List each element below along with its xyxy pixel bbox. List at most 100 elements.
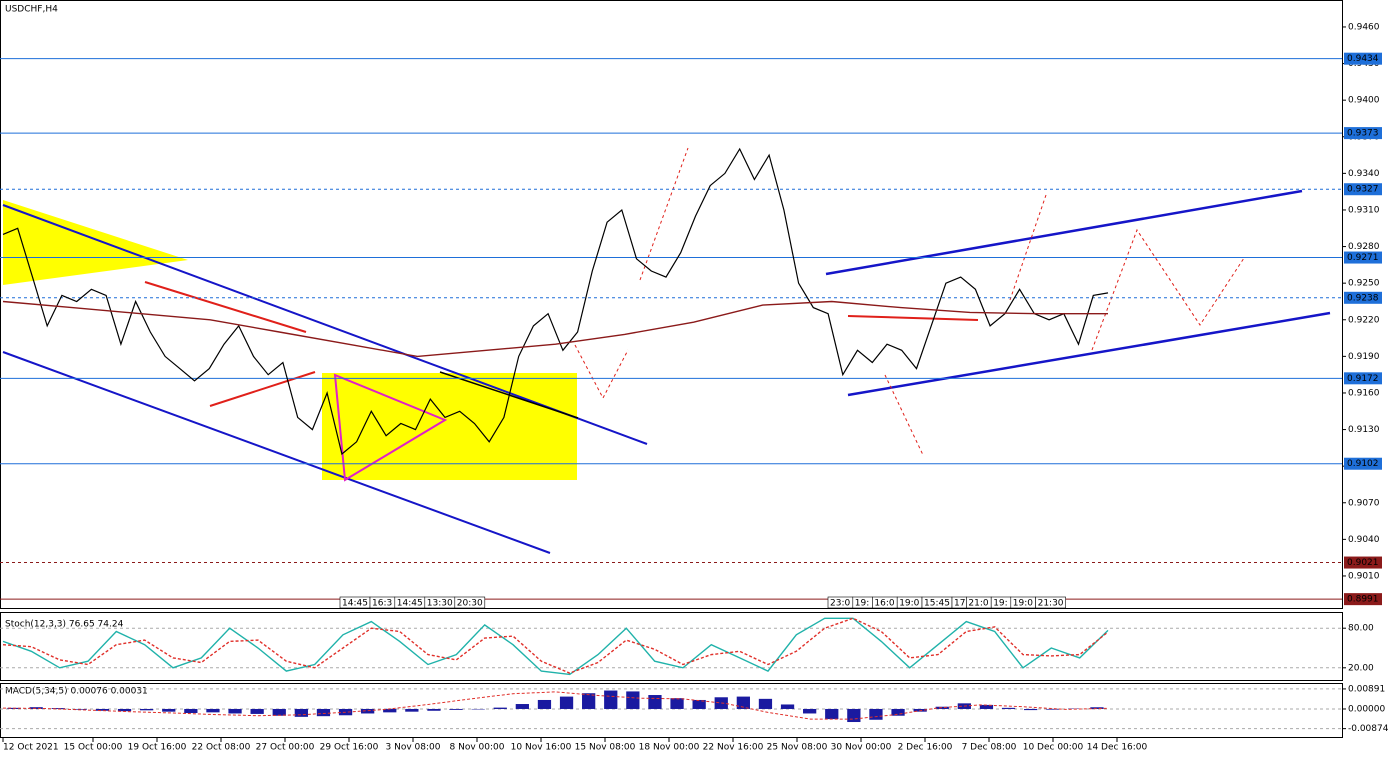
- histogram-bar: [117, 708, 132, 712]
- x-tick-label: 18 Nov 00:00: [639, 743, 700, 753]
- series-line: [2, 300, 1108, 358]
- histogram-bar: [294, 708, 308, 717]
- x-tick-label: 7 Dec 08:00: [962, 743, 1017, 753]
- level-box: [1344, 457, 1382, 470]
- histogram-bar: [935, 706, 949, 709]
- y-tick-label: 20.00: [1348, 663, 1374, 673]
- histogram-bar: [736, 696, 750, 709]
- level-label: 0.9373: [1347, 129, 1379, 139]
- histogram-bar: [250, 708, 264, 714]
- y-tick-label: 0.9460: [1348, 22, 1380, 32]
- stoch-frame: [0, 612, 1343, 681]
- time-marker: 19:0: [899, 599, 919, 609]
- time-marker: 16:3: [372, 599, 392, 609]
- time-marker: 19:: [855, 599, 869, 609]
- level-label: 0.9327: [1347, 185, 1379, 195]
- y-tick-label: 0.9310: [1348, 205, 1380, 215]
- time-marker: 15:45: [924, 599, 950, 609]
- histogram-bar: [648, 695, 662, 709]
- y-tick-label: 0.9010: [1348, 571, 1380, 581]
- level-box: [1344, 52, 1382, 65]
- main-frame: [0, 0, 1343, 609]
- x-tick-label: 29 Oct 16:00: [320, 743, 379, 753]
- projection: [1091, 228, 1245, 351]
- level-box: [1344, 593, 1382, 606]
- histogram-bar: [515, 704, 529, 709]
- series-line: [2, 147, 1109, 456]
- time-marker: 17: [954, 599, 965, 609]
- chart-title: USDCHF,H4: [5, 5, 58, 15]
- histogram-bar: [29, 707, 43, 709]
- time-marker: 20:30: [457, 599, 483, 609]
- y-tick-label: 0.9220: [1348, 315, 1380, 325]
- level-label: 0.9271: [1347, 253, 1379, 263]
- y-tick-label: 0.9160: [1348, 388, 1380, 398]
- histogram-bar: [316, 708, 331, 717]
- x-tick-label: 10 Nov 16:00: [511, 743, 572, 753]
- level-label: 0.8991: [1347, 595, 1379, 605]
- x-tick-label: 25 Nov 08:00: [767, 743, 828, 753]
- level-label: 0.9172: [1347, 374, 1379, 384]
- histogram-bar: [1024, 708, 1038, 711]
- level-box: [1344, 251, 1382, 264]
- projection: [1009, 194, 1047, 301]
- histogram-bar: [493, 707, 507, 709]
- y-tick-label: -0.00874: [1348, 724, 1389, 734]
- histogram-bar: [383, 708, 397, 713]
- level-label: 0.9434: [1347, 54, 1379, 64]
- x-tick-label: 19 Oct 16:00: [128, 743, 187, 753]
- projection: [639, 147, 689, 281]
- level-label: 0.9238: [1347, 293, 1379, 303]
- x-tick-label: 3 Nov 08:00: [386, 743, 441, 753]
- x-tick-label: 22 Nov 16:00: [703, 743, 764, 753]
- histogram-bar: [803, 708, 817, 714]
- histogram-bar: [780, 704, 795, 709]
- channel-line: [825, 189, 1303, 276]
- histogram-bar: [1090, 707, 1104, 709]
- y-tick-label: 0.9280: [1348, 242, 1380, 252]
- x-tick-label: 30 Nov 00:00: [831, 743, 892, 753]
- level-box: [1344, 127, 1382, 140]
- histogram-bar: [1046, 708, 1060, 710]
- time-marker: 14:45: [342, 599, 368, 609]
- histogram-bar: [692, 699, 706, 709]
- histogram-bar: [758, 698, 773, 709]
- y-tick-label: 0.9130: [1348, 425, 1380, 435]
- histogram-bar: [825, 708, 839, 720]
- level-box: [1344, 291, 1382, 304]
- histogram-bar: [162, 708, 176, 712]
- time-marker-box: [1035, 596, 1066, 609]
- level-label: 0.9021: [1347, 558, 1379, 568]
- y-tick-label: 0.9070: [1348, 498, 1380, 508]
- level-box: [1344, 372, 1382, 385]
- histogram-bar: [449, 708, 463, 710]
- drawings: [2, 147, 1331, 554]
- level-box: [1344, 183, 1382, 196]
- histogram-bar: [1001, 707, 1016, 709]
- x-tick-label: 15 Nov 08:00: [575, 743, 636, 753]
- channel-line: [2, 351, 551, 554]
- triangle-pattern: [333, 373, 448, 482]
- x-tick-label: 22 Oct 08:00: [192, 743, 251, 753]
- y-tick-label: 0.9250: [1348, 279, 1380, 289]
- y-tick-label: 80.00: [1348, 624, 1374, 634]
- histogram-bar: [670, 698, 684, 709]
- time-marker-box: [454, 596, 486, 609]
- x-tick-label: 15 Oct 00:00: [64, 743, 123, 753]
- histogram-bar: [361, 708, 375, 714]
- x-tick-label: 12 Oct 2021: [3, 743, 59, 753]
- time-marker: 21:30: [1038, 599, 1064, 609]
- x-tick-label: 8 Nov 00:00: [450, 743, 505, 753]
- time-marker: 19:: [993, 599, 1007, 609]
- histogram-bar: [206, 708, 220, 713]
- histogram-bar: [559, 696, 574, 709]
- level-box: [1344, 556, 1382, 569]
- channel-line: [2, 204, 648, 445]
- series-line: [2, 617, 1109, 674]
- time-marker: 21:0: [968, 599, 988, 609]
- trend-line: [209, 371, 316, 407]
- level-label: 0.9102: [1347, 459, 1379, 469]
- trend-line: [144, 281, 307, 333]
- histogram-bar: [537, 699, 552, 709]
